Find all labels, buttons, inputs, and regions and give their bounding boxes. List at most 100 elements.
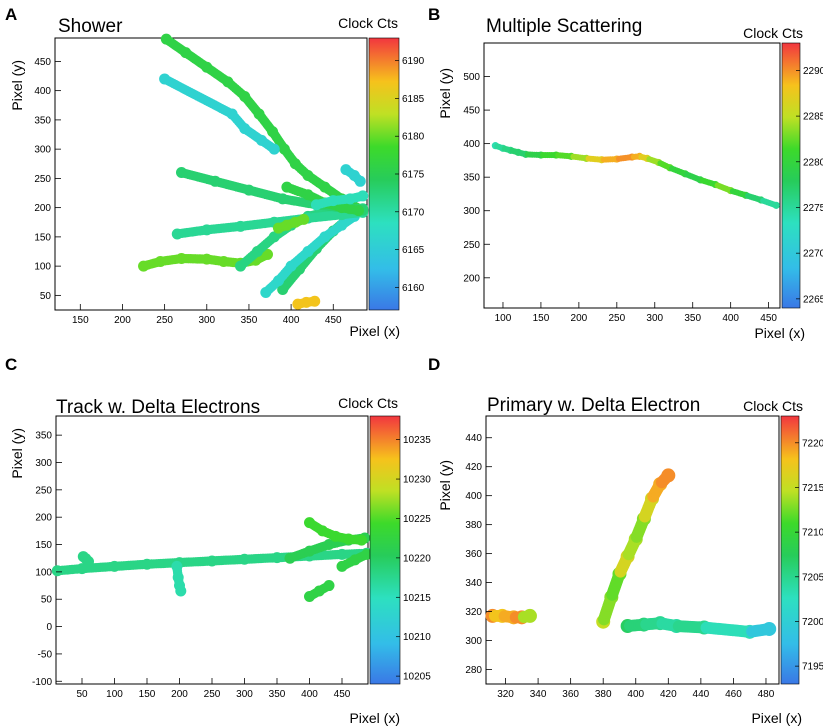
x-tick-label: 350 (269, 689, 286, 700)
colorbar-tick-label: 7195 (802, 662, 823, 673)
y-tick-label: 300 (463, 206, 480, 217)
y-tick-label: 400 (465, 491, 482, 502)
panel-a-data (138, 33, 369, 310)
x-tick-label: 350 (684, 313, 701, 324)
colorbar-tick-label: 2275 (803, 203, 823, 214)
x-tick-label: 150 (533, 313, 550, 324)
y-tick-label: 50 (40, 291, 52, 302)
y-tick-label: 250 (35, 485, 52, 496)
panel-a-ylabel: Pixel (y) (9, 60, 25, 111)
panel-c-y-ticks: -100 -50 0 50 100 150 200 250 300 350 (32, 431, 62, 688)
track-0-point (661, 468, 676, 483)
x-tick-label: 350 (241, 315, 258, 326)
y-tick-label: 440 (465, 433, 482, 444)
x-tick-label: 480 (758, 689, 775, 700)
track-12-point (354, 175, 366, 187)
colorbar-tick-label: 6185 (402, 94, 425, 105)
panel-b-x-ticks: 100 150 200 250 300 350 400 450 (495, 302, 777, 324)
panel-d-data (485, 468, 777, 639)
y-tick-label: 200 (463, 273, 480, 284)
y-tick-label: 150 (35, 540, 52, 551)
y-tick-label: 350 (34, 115, 51, 126)
colorbar-tick-label: 2265 (803, 294, 823, 305)
panel-b-title: Multiple Scattering (486, 16, 642, 37)
y-tick-label: 350 (463, 173, 480, 184)
colorbar-tick-label: 10230 (403, 475, 431, 486)
panel-b-letter: B (428, 5, 440, 24)
x-tick-label: 400 (627, 689, 644, 700)
panel-a-colorbar-title: Clock Cts (338, 15, 398, 31)
panel-c-colorbar-ticks: 10205 10210 10215 10220 10225 10230 10235 (396, 435, 431, 683)
track-1-point (83, 555, 94, 567)
x-tick-label: 200 (571, 313, 588, 324)
y-tick-label: 450 (463, 106, 480, 117)
panel-b-ylabel: Pixel (y) (437, 68, 453, 119)
y-tick-label: 360 (465, 549, 482, 560)
panel-d-colorbar (780, 415, 800, 685)
x-tick-label: 460 (725, 689, 742, 700)
y-tick-label: 450 (34, 57, 51, 68)
track-6-point (323, 580, 335, 592)
panel-b-xlabel: Pixel (x) (754, 325, 805, 341)
track-1-point (522, 608, 537, 623)
colorbar-tick-label: 10205 (403, 672, 431, 683)
x-tick-label: 400 (283, 315, 300, 326)
panel-a-colorbar (368, 37, 400, 311)
x-tick-label: 400 (301, 689, 318, 700)
colorbar-tick-label: 7210 (802, 528, 823, 539)
panel-a-title: Shower (58, 16, 123, 37)
colorbar-tick-label: 10235 (403, 435, 431, 446)
panel-d-x-ticks: 320 340 360 380 400 420 440 460 480 (497, 678, 775, 700)
x-tick-label: 300 (646, 313, 663, 324)
x-tick-label: 200 (171, 689, 188, 700)
panel-d-plot-frame (485, 415, 780, 685)
panel-b-colorbar-ticks: 2265 2270 2275 2280 2285 2290 (796, 66, 823, 305)
y-tick-label: 100 (34, 262, 51, 273)
x-tick-label: 100 (495, 313, 512, 324)
panel-b-y-ticks: 200 250 300 350 400 450 500 (463, 72, 490, 284)
x-tick-label: 440 (693, 689, 710, 700)
y-tick-label: 0 (46, 622, 52, 633)
panel-c-colorbar (369, 415, 401, 685)
panel-c-ylabel: Pixel (y) (9, 428, 25, 479)
x-tick-label: 340 (530, 689, 547, 700)
colorbar-tick-label: 2285 (803, 112, 823, 123)
panel-c-x-ticks: 50 100 150 200 250 300 350 400 450 (76, 678, 351, 700)
colorbar-tick-label: 7205 (802, 572, 823, 583)
track-10-point (357, 190, 369, 202)
track-1-point (261, 248, 273, 260)
colorbar-tick-label: 6170 (402, 207, 425, 218)
x-tick-label: 320 (497, 689, 514, 700)
y-tick-label: 300 (35, 458, 52, 469)
panel-c-letter: C (5, 355, 17, 374)
x-tick-label: 150 (139, 689, 156, 700)
x-tick-label: 450 (325, 315, 342, 326)
track-2-point (762, 621, 777, 636)
colorbar-tick-label: 10225 (403, 514, 431, 525)
y-tick-label: 100 (35, 567, 52, 578)
panel-c-data (51, 517, 373, 602)
panel-d-colorbar-ticks: 7195 7200 7205 7210 7215 7220 (795, 438, 823, 673)
x-tick-label: 300 (236, 689, 253, 700)
y-tick-label: 150 (34, 232, 51, 243)
panel-d-letter: D (428, 355, 440, 374)
colorbar-tick-label: 2290 (803, 66, 823, 77)
y-tick-label: 350 (35, 431, 52, 442)
y-tick-label: 400 (34, 86, 51, 97)
colorbar-tick-label: 6160 (402, 283, 425, 294)
y-tick-label: 320 (465, 607, 482, 618)
colorbar-tick-label: 2270 (803, 249, 823, 260)
panel-b-data (491, 142, 780, 209)
panel-a-x-ticks: 150 200 250 300 350 400 450 (72, 304, 342, 326)
x-tick-label: 250 (204, 689, 221, 700)
x-tick-label: 100 (106, 689, 123, 700)
colorbar-tick-label: 10210 (403, 632, 431, 643)
panel-c: C Track w. Delta Electrons Clock Cts 50 1… (5, 355, 431, 726)
colorbar-tick-label: 6190 (402, 56, 425, 67)
y-tick-label: 300 (34, 145, 51, 156)
y-tick-label: 300 (465, 636, 482, 647)
panel-a-y-ticks: 50 100 150 200 250 300 350 400 450 (34, 57, 61, 302)
x-tick-label: 200 (114, 315, 131, 326)
panel-d-title: Primary w. Delta Electron (487, 395, 700, 416)
